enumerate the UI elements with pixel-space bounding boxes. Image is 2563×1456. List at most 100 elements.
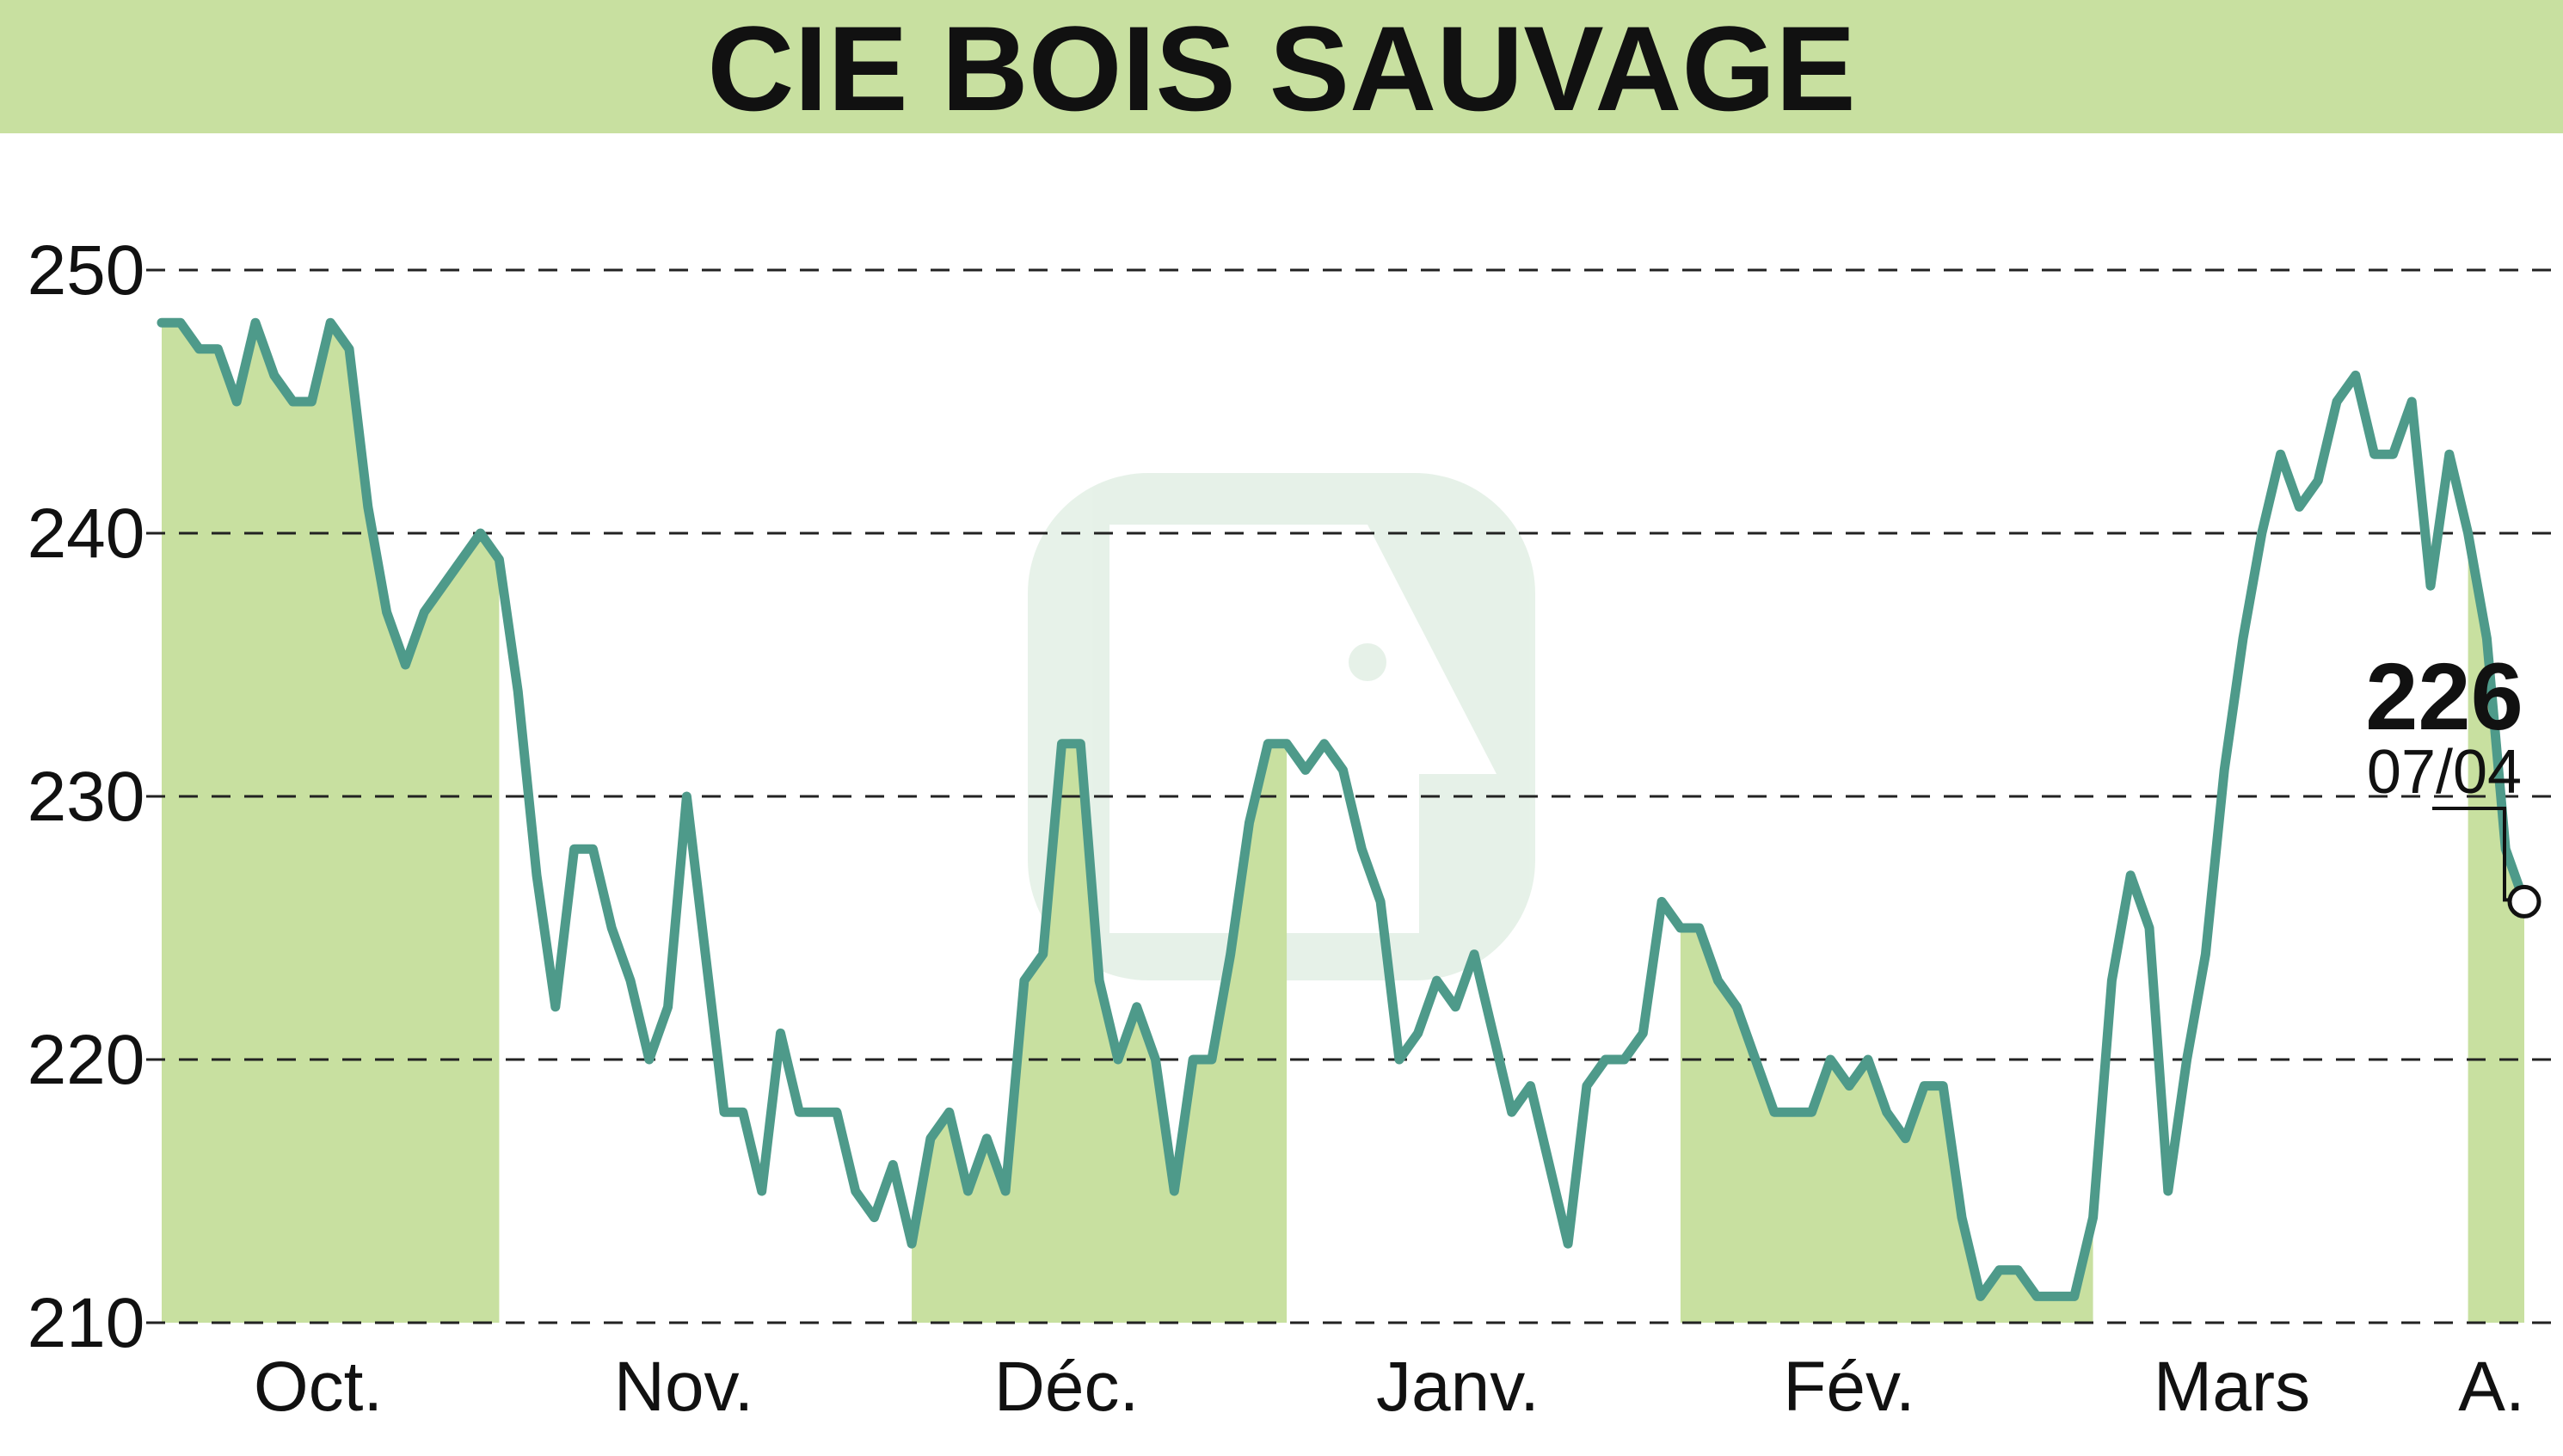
data-point xyxy=(1019,976,1029,986)
data-point xyxy=(1564,1239,1573,1249)
data-point xyxy=(1545,1160,1554,1170)
data-point xyxy=(401,660,410,669)
data-point xyxy=(2276,450,2285,459)
data-point xyxy=(1038,949,1048,959)
data-point xyxy=(907,1239,917,1249)
data-point xyxy=(175,318,185,328)
data-point xyxy=(1901,1133,1910,1143)
data-point xyxy=(888,1160,898,1170)
data-point xyxy=(1601,1055,1610,1064)
data-point xyxy=(326,318,335,328)
data-point xyxy=(1338,765,1348,775)
title-band xyxy=(0,0,2563,133)
shaded-region-0 xyxy=(162,323,500,1324)
data-point xyxy=(814,1108,823,1117)
x-tick-label-6: A. xyxy=(2458,1348,2524,1426)
watermark-logo xyxy=(1028,473,1535,980)
data-point xyxy=(1920,1081,1929,1090)
data-point xyxy=(439,581,447,591)
data-point xyxy=(1226,949,1235,959)
data-point xyxy=(251,318,260,328)
data-point xyxy=(1057,739,1066,748)
data-point xyxy=(1657,897,1667,906)
data-point xyxy=(738,1108,747,1117)
shaded-region-2 xyxy=(1680,928,2093,1323)
data-point xyxy=(682,792,691,801)
data-point xyxy=(2482,634,2492,643)
data-point xyxy=(420,607,429,617)
data-point xyxy=(1470,949,1479,959)
data-point xyxy=(2220,765,2229,775)
data-point xyxy=(2333,397,2341,406)
data-point xyxy=(2407,397,2417,406)
data-point xyxy=(2088,1213,2098,1222)
data-point xyxy=(1451,1002,1460,1011)
data-point xyxy=(1958,1213,1966,1222)
data-point xyxy=(1095,976,1104,986)
last-value-annotation: 226 07/04 xyxy=(2365,644,2541,918)
data-point xyxy=(626,976,635,986)
data-point xyxy=(1507,1108,1516,1117)
data-point xyxy=(851,1187,860,1195)
data-point xyxy=(1939,1081,1948,1090)
data-point xyxy=(1751,1055,1761,1064)
data-point xyxy=(2126,870,2136,880)
data-point xyxy=(157,318,166,328)
data-point xyxy=(1826,1055,1835,1064)
data-point xyxy=(1189,1055,1198,1064)
x-tick-label-5: Mars xyxy=(2154,1348,2310,1426)
data-point xyxy=(757,1187,766,1195)
chart-title: CIE BOIS SAUVAGE xyxy=(707,1,1855,136)
data-point xyxy=(2032,1292,2042,1301)
data-point xyxy=(194,344,204,353)
data-point xyxy=(345,344,353,353)
data-point xyxy=(1732,1002,1742,1011)
y-tick-label-220: 220 xyxy=(28,1021,145,1099)
data-point xyxy=(1113,1055,1122,1064)
data-point xyxy=(513,686,523,696)
data-point xyxy=(1807,1108,1816,1117)
data-point xyxy=(1300,765,1310,775)
data-point xyxy=(2388,450,2398,459)
data-point xyxy=(1620,1055,1629,1064)
data-point xyxy=(550,1002,560,1011)
data-point xyxy=(2051,1292,2060,1301)
data-point xyxy=(1994,1265,2004,1275)
y-tick-label-240: 240 xyxy=(28,495,145,573)
data-point xyxy=(1713,976,1723,986)
data-point xyxy=(663,1002,673,1011)
data-point xyxy=(382,607,391,617)
data-point xyxy=(2463,529,2473,538)
data-point xyxy=(1376,897,1386,906)
data-point xyxy=(2182,1055,2191,1064)
data-point xyxy=(2239,634,2247,643)
data-point xyxy=(2351,371,2360,380)
data-point xyxy=(1170,1187,1179,1195)
data-point xyxy=(832,1108,841,1117)
data-point xyxy=(1151,1055,1160,1064)
data-point xyxy=(2163,1187,2173,1195)
data-point xyxy=(1863,1055,1872,1064)
data-point xyxy=(1076,739,1085,748)
data-point xyxy=(2314,476,2323,485)
data-point xyxy=(2426,581,2435,591)
data-point xyxy=(2069,1292,2079,1301)
data-point xyxy=(1263,739,1273,748)
data-point xyxy=(476,529,485,538)
data-point xyxy=(1413,1029,1423,1038)
data-point xyxy=(1694,924,1704,932)
data-point xyxy=(701,949,710,959)
price-series xyxy=(157,317,2529,1301)
data-point xyxy=(569,845,579,854)
data-point xyxy=(1319,739,1329,748)
data-point xyxy=(963,1187,973,1195)
data-point xyxy=(1882,1108,1891,1117)
x-axis-ticks: Oct. Nov. Déc. Janv. Fév. Mars A. xyxy=(254,1348,2525,1426)
data-point xyxy=(1638,1029,1648,1038)
data-point xyxy=(1488,1029,1497,1038)
data-point xyxy=(457,555,466,564)
x-tick-label-2: Déc. xyxy=(994,1348,1140,1426)
data-point xyxy=(588,845,598,854)
shaded-region-3 xyxy=(2468,533,2524,1323)
